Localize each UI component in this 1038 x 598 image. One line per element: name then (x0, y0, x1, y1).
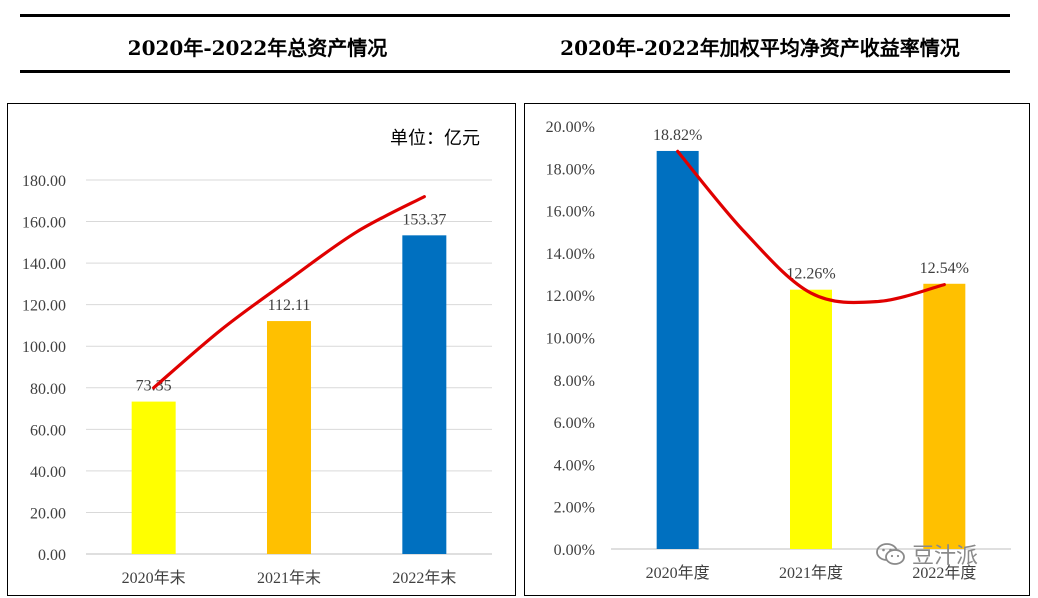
x-tick-label: 2022年末 (392, 569, 456, 587)
y-tick-label: 80.00 (30, 381, 66, 398)
y-tick-label: 10.00% (546, 331, 595, 348)
watermark-text: 豆汁派 (912, 544, 979, 569)
y-tick-label: 120.00 (22, 298, 66, 315)
y-tick-label: 140.00 (22, 256, 66, 273)
y-tick-label: 6.00% (554, 415, 595, 432)
x-tick-label: 2020年度 (646, 564, 710, 582)
y-tick-label: 20.00% (546, 119, 595, 136)
y-tick-label: 20.00 (30, 505, 66, 522)
trend-line (152, 195, 426, 390)
total-assets-chart: 0.00 20.00 40.00 60.00 80.00 100.00 120.00 140.… (22, 128, 492, 587)
y-tick-label: 14.00% (546, 246, 595, 263)
y-tick-label: 60.00 (30, 422, 66, 439)
header-bottom-rule (20, 70, 1010, 73)
wechat-icon (876, 543, 905, 565)
y-tick-label: 180.00 (22, 173, 66, 190)
x-tick-label: 2022年度 (912, 564, 976, 582)
roe-chart: 0.00% 2.00% 4.00% 6.00% 8.00% 10.00% 12.00% 14.… (546, 119, 1011, 582)
y-tick-label: 16.00% (546, 204, 595, 221)
x-tick-label: 2020年末 (122, 569, 186, 587)
y-tick-label: 0.00 (38, 547, 66, 564)
bar-2021年末 (267, 321, 311, 554)
header-top-rule (20, 14, 1010, 17)
data-label: 18.82% (653, 127, 702, 144)
y-tick-label: 40.00 (30, 464, 66, 481)
y-tick-label: 100.00 (22, 339, 66, 356)
right-chart-title: 2020年-2022年加权平均净资产收益率情况 (560, 36, 960, 60)
data-label: 12.26% (786, 266, 835, 283)
data-label: 112.11 (268, 297, 311, 314)
y-tick-label: 160.00 (22, 215, 66, 232)
y-tick-label: 2.00% (554, 500, 595, 517)
trend-line (676, 149, 946, 305)
bar-2022年度 (923, 283, 966, 549)
unit-label: 单位：亿元 (390, 128, 480, 148)
y-tick-label: 8.00% (554, 373, 595, 390)
data-label: 153.37 (402, 211, 446, 228)
bar-2020年度 (656, 150, 699, 549)
watermark: 豆汁派 (876, 538, 978, 570)
x-tick-label: 2021年度 (779, 564, 843, 582)
y-tick-label: 4.00% (554, 457, 595, 474)
roe-chart-panel: 0.00% 2.00% 4.00% 6.00% 8.00% 10.00% 12.00% 14.… (524, 103, 1030, 596)
bar-2021年度 (790, 289, 832, 549)
left-chart-title: 2020年-2022年总资产情况 (127, 36, 388, 60)
y-tick-label: 0.00% (554, 542, 595, 559)
total-assets-chart-panel: 0.00 20.00 40.00 60.00 80.00 100.00 120.00 140.… (7, 103, 516, 596)
x-tick-label: 2021年末 (257, 569, 321, 587)
bar-2022年末 (402, 235, 447, 554)
y-tick-label: 12.00% (546, 288, 595, 305)
bar-2020年末 (131, 401, 176, 554)
y-tick-label: 18.00% (546, 161, 595, 178)
data-label: 12.54% (920, 260, 969, 277)
